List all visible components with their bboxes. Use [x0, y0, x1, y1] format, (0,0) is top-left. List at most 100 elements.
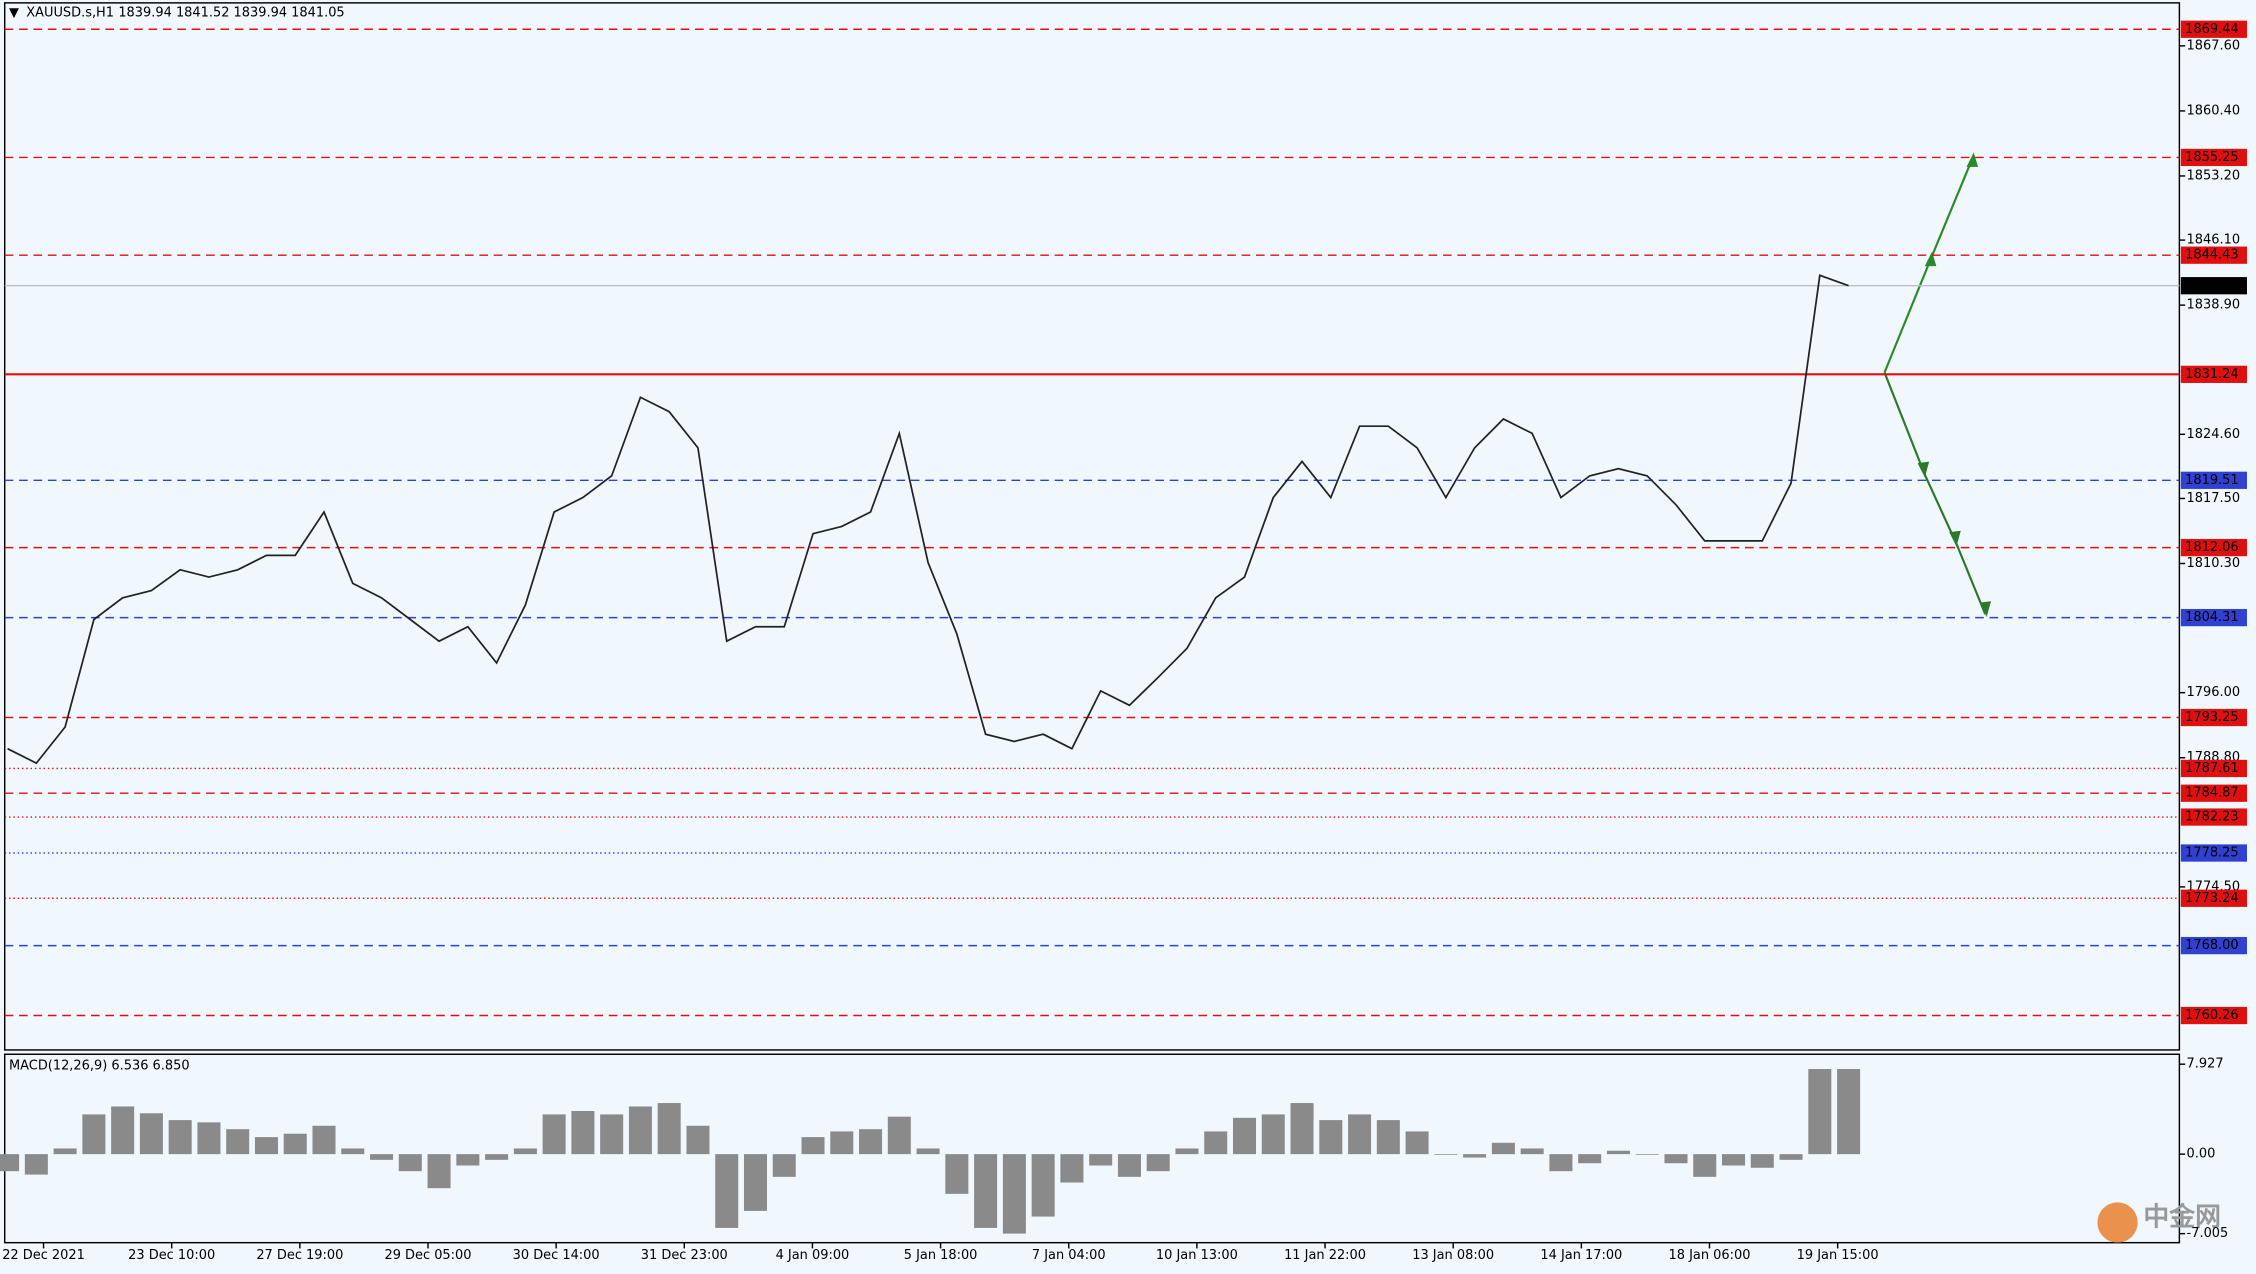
macd-bar — [772, 1154, 796, 1177]
macd-bar — [1750, 1154, 1774, 1168]
macd-bar — [456, 1154, 480, 1166]
macd-bar — [0, 1154, 20, 1172]
macd-panel — [3, 1053, 2181, 1244]
macd-bar — [398, 1154, 422, 1172]
x-tick-label: 30 Dec 14:00 — [513, 1248, 600, 1263]
x-tick-label: 11 Jan 22:00 — [1284, 1248, 1366, 1263]
macd-bar — [887, 1116, 911, 1155]
level-label: 1812.06 — [2185, 540, 2239, 555]
macd-bar — [341, 1148, 365, 1155]
level-tag — [2180, 708, 2247, 727]
macd-bar — [283, 1133, 307, 1155]
logo — [2097, 1202, 2138, 1243]
y-tick-label: 1853.20 — [2187, 168, 2241, 183]
macd-title: MACD(12,26,9) 6.536 6.850 — [9, 1058, 190, 1073]
level-tag — [2180, 608, 2247, 627]
level-tag — [2180, 538, 2247, 557]
level-label: 1773.24 — [2185, 891, 2239, 906]
menu-icon[interactable]: ▼ — [9, 5, 19, 20]
macd-bar — [427, 1154, 451, 1189]
macd-bar — [657, 1103, 681, 1155]
level-label: 1831.24 — [2185, 367, 2239, 382]
level-tag — [2180, 365, 2247, 383]
macd-bar — [1635, 1154, 1659, 1155]
macd-bar — [1117, 1154, 1141, 1177]
macd-bar — [1578, 1154, 1602, 1164]
macd-bar — [1549, 1154, 1573, 1172]
x-tick-label: 5 Jan 18:00 — [904, 1248, 978, 1263]
macd-bar — [1606, 1150, 1630, 1155]
level-label: 1819.51 — [2185, 473, 2239, 488]
macd-bar — [1664, 1154, 1688, 1164]
macd-bar — [1319, 1120, 1343, 1155]
macd-bar — [628, 1106, 652, 1155]
level-tag — [2180, 148, 2247, 167]
macd-bar — [111, 1106, 135, 1155]
x-tick-label: 7 Jan 04:00 — [1032, 1248, 1106, 1263]
macd-bar — [1693, 1154, 1717, 1177]
macd-bar — [1175, 1148, 1199, 1155]
macd-bar — [82, 1114, 106, 1155]
level-label: 1804.31 — [2185, 610, 2239, 625]
y-tick-label: 1824.60 — [2187, 427, 2241, 442]
level-label: 1855.25 — [2185, 150, 2239, 165]
y-tick-label: 1846.10 — [2187, 233, 2241, 248]
level-tag — [2180, 20, 2247, 38]
x-tick-label: 19 Jan 15:00 — [1797, 1248, 1879, 1263]
price-panel — [3, 2, 2181, 1051]
macd-bar — [513, 1148, 537, 1155]
macd-bar — [1204, 1131, 1228, 1155]
ohlc: 1839.94 1841.52 1839.94 1841.05 — [118, 5, 344, 20]
macd-bar — [312, 1125, 336, 1155]
macd-bar — [1722, 1154, 1746, 1166]
macd-bar — [1434, 1154, 1458, 1155]
macd-bar — [945, 1154, 969, 1194]
y-tick-label: 1810.30 — [2187, 556, 2241, 571]
macd-bar — [743, 1154, 767, 1211]
y-tick-label: -7.005 — [2187, 1226, 2229, 1241]
level-label: 1844.43 — [2185, 248, 2239, 263]
level-label: 1784.87 — [2185, 786, 2239, 801]
watermark: 中金网 — [2143, 1202, 2221, 1233]
y-tick-label: 1796.00 — [2187, 685, 2241, 700]
macd-bar — [197, 1122, 221, 1155]
macd-bar — [1060, 1154, 1084, 1183]
macd-bar — [715, 1154, 739, 1228]
macd-bar — [686, 1125, 710, 1155]
symbol: XAUUSD.s,H1 — [26, 5, 114, 20]
macd-bar — [801, 1137, 825, 1155]
x-tick-label: 13 Jan 08:00 — [1412, 1248, 1494, 1263]
y-tick-label: 7.927 — [2187, 1057, 2224, 1072]
macd-bar — [24, 1154, 48, 1175]
x-tick-label: 31 Dec 23:00 — [641, 1248, 728, 1263]
level-label: 1841.05 — [2185, 278, 2239, 293]
y-tick-label: 1860.40 — [2187, 103, 2241, 118]
macd-bar — [542, 1114, 566, 1155]
macd-bar — [370, 1154, 394, 1160]
level-tag — [2180, 808, 2247, 826]
x-tick-label: 4 Jan 09:00 — [776, 1248, 850, 1263]
x-tick-label: 22 Dec 2021 — [2, 1248, 85, 1263]
x-tick-label: 29 Dec 05:00 — [384, 1248, 471, 1263]
macd-bar — [1089, 1154, 1113, 1166]
macd-bar — [1261, 1114, 1285, 1155]
x-tick-label: 14 Jan 17:00 — [1540, 1248, 1622, 1263]
x-tick-label: 23 Dec 10:00 — [128, 1248, 215, 1263]
level-label: 1787.61 — [2185, 761, 2239, 776]
forecast-arrows — [1883, 152, 1991, 618]
level-tag — [2180, 471, 2247, 489]
macd-bar — [1376, 1120, 1400, 1155]
macd-bar — [1146, 1154, 1170, 1172]
macd-bar — [1779, 1154, 1803, 1160]
macd-bar — [571, 1111, 595, 1155]
macd-bar — [53, 1148, 77, 1155]
level-tag — [2180, 936, 2247, 955]
macd-bar — [139, 1113, 163, 1155]
level-tag — [2180, 1006, 2247, 1025]
macd-bar — [168, 1120, 192, 1155]
macd-bar — [1520, 1148, 1544, 1155]
level-tag — [2180, 759, 2247, 778]
macd-bar — [600, 1114, 624, 1155]
